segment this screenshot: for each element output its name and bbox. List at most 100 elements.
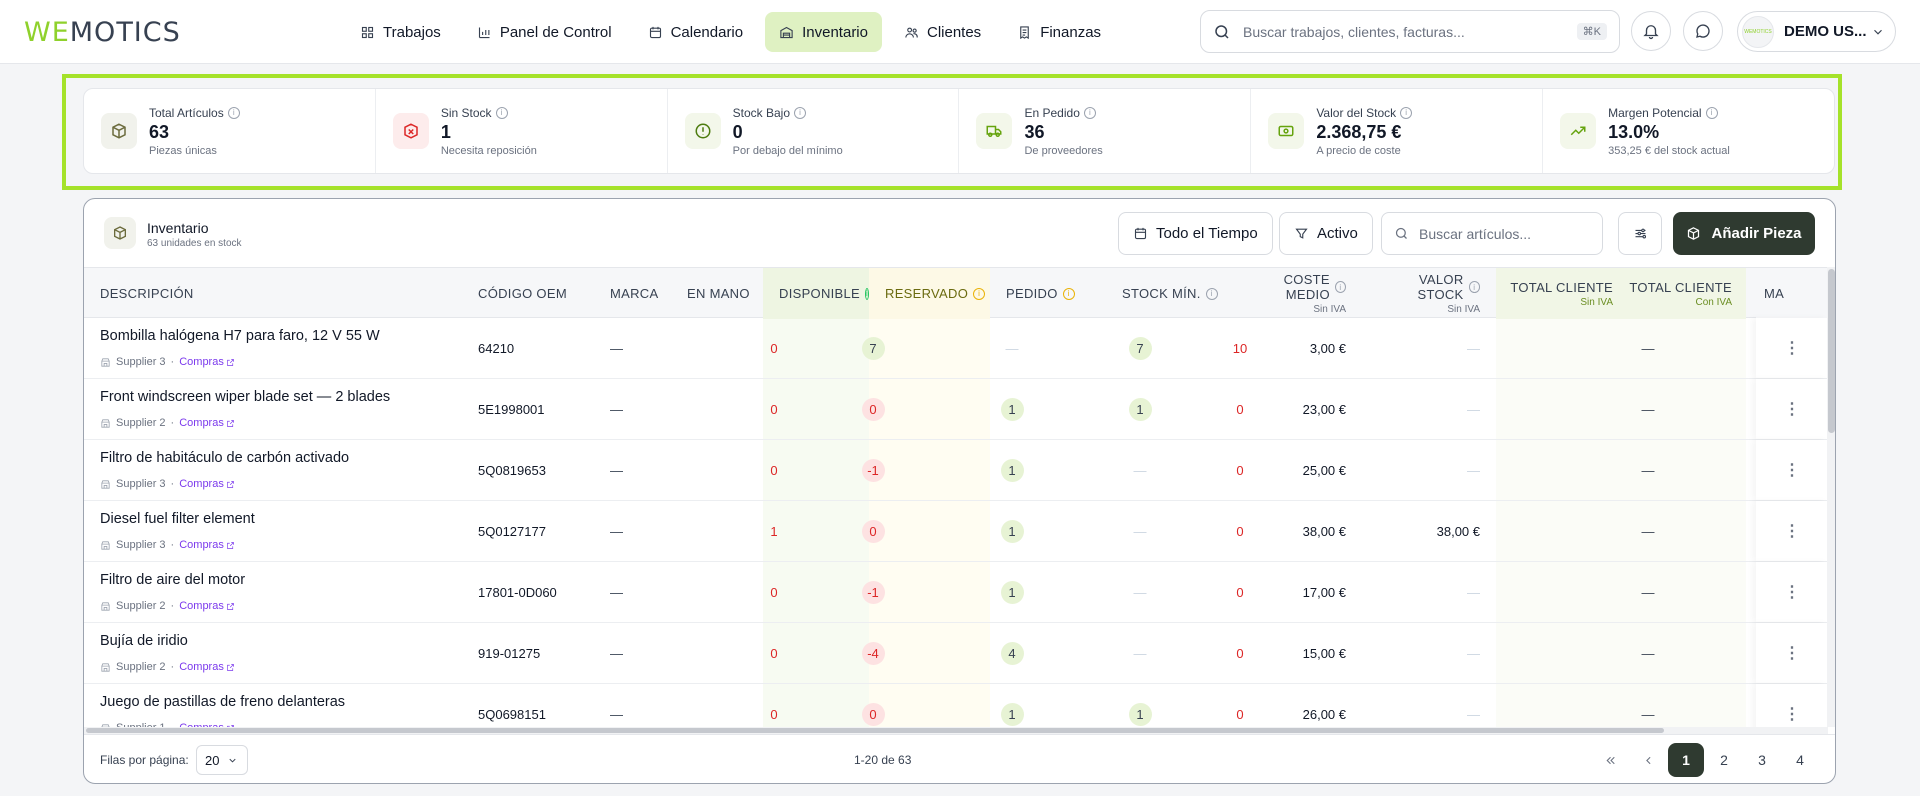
page-button[interactable]: 2 [1720,752,1728,768]
item-search-input[interactable]: Buscar artículos... [1381,212,1603,255]
reserved-badge: 1 [1000,397,1024,421]
purchases-link-label: Compras [179,661,224,673]
purchases-link[interactable]: Compras [179,539,235,551]
col-header-brand[interactable]: MARCA [610,286,659,301]
table-row[interactable]: Juego de pastillas de freno delanteras Su… [84,684,1828,727]
table-row[interactable]: Diesel fuel filter element Supplier 3 · Com… [84,501,1828,562]
item-description[interactable]: Filtro de aire del motor [100,572,246,588]
purchases-link[interactable]: Compras [179,600,235,612]
info-icon[interactable]: i [1083,106,1096,119]
col-header-more[interactable]: MA [1756,268,1828,319]
bell-icon [1643,25,1659,40]
supplier-name: Supplier 2 [116,661,166,673]
user-menu-button[interactable]: WEMOTICS DEMO US... [1737,11,1896,52]
more-options-icon[interactable]: ⋮ [1784,645,1800,662]
vertical-scrollbar[interactable] [1827,267,1835,727]
info-icon[interactable]: i [1468,281,1480,293]
stock-value: — [1467,340,1480,356]
col-header-avgcost[interactable]: COSTE MEDIO i Sin IVA [1283,272,1346,315]
table-row[interactable]: Bujía de iridio Supplier 2 · Compras 919-012… [84,623,1828,684]
next-page-button[interactable] [1820,743,1835,777]
reserved-badge: 1 [1000,519,1024,543]
col-header-reserved[interactable]: RESERVADO i [869,268,990,319]
nav-item-calendario[interactable]: Calendario [634,12,758,52]
nav-item-clientes[interactable]: Clientes [890,12,995,52]
add-part-button[interactable]: Añadir Pieza [1673,212,1815,255]
more-options-icon[interactable]: ⋮ [1784,523,1800,540]
purchases-link[interactable]: Compras [179,661,235,673]
prev-page-button[interactable] [1630,743,1666,777]
box-icon [104,217,136,249]
page-button[interactable]: 4 [1796,752,1804,768]
more-options-icon[interactable]: ⋮ [1784,462,1800,479]
nav-item-inventario[interactable]: Inventario [765,12,882,52]
separator-dot: · [170,356,175,368]
info-icon[interactable]: i [1705,106,1718,119]
info-icon[interactable]: i [794,106,807,119]
more-options-icon[interactable]: ⋮ [1784,401,1800,418]
table-row[interactable]: Filtro de aire del motor Supplier 2 · Compr… [84,562,1828,623]
global-search[interactable]: Buscar trabajos, clientes, facturas... ⌘… [1200,10,1620,53]
notifications-button[interactable] [1631,11,1671,51]
table-row[interactable]: Bombilla halógena H7 para faro, 12 V 55 … [84,318,1828,379]
first-page-button[interactable] [1592,743,1628,777]
stat-label: Total Artículos [149,105,224,120]
info-icon[interactable]: i [1400,106,1413,119]
box-icon [112,123,126,139]
more-options-icon[interactable]: ⋮ [1784,706,1800,723]
table-row[interactable]: Front windscreen wiper blade set — 2 bla… [84,379,1828,440]
col-header-description[interactable]: DESCRIPCIÓN [100,286,194,301]
stat-value: 1 [440,121,451,142]
item-description[interactable]: Bujía de iridio [100,633,188,649]
banknote-icon [1268,113,1305,149]
item-meta: Supplier 2 · Compras [100,417,235,429]
col-header-customer-total-net[interactable]: TOTAL CLIENTE Sin IVA [1496,268,1613,319]
avg-cost-value: 25,00 € [1302,462,1346,478]
available-badge: 7 [861,336,885,360]
more-options-icon[interactable]: ⋮ [1784,340,1800,357]
info-icon[interactable]: i [865,287,870,300]
page-button[interactable]: 1 [1668,743,1704,777]
nav-item-panel-de-control[interactable]: Panel de Control [463,12,626,52]
col-header-oem[interactable]: CÓDIGO OEM [478,286,567,301]
horizontal-scrollbar[interactable] [84,727,1828,734]
info-icon[interactable]: i [1334,281,1346,293]
nav-item-finanzas[interactable]: Finanzas [1003,12,1115,52]
col-header-customer-total-gross[interactable]: TOTAL CLIENTE Con IVA [1613,268,1746,319]
table-row[interactable]: Filtro de habitáculo de carbón activado S… [84,440,1828,501]
more-options-icon[interactable]: ⋮ [1784,584,1800,601]
col-header-onhand[interactable]: EN MANO [687,286,750,301]
purchases-link[interactable]: Compras [179,356,235,368]
col-header-stockvalue[interactable]: VALOR STOCK i Sin IVA [1417,272,1480,315]
stat-card: Margen Potencial i 13.0% 353,25 € del stock… [1543,89,1834,173]
onhand-value: 1 [770,523,778,539]
item-description[interactable]: Bombilla halógena H7 para faro, 12 V 55 … [100,328,380,344]
info-icon[interactable]: i [227,106,240,119]
col-header-available[interactable]: DISPONIBLE i [763,268,870,319]
wemotics-logo[interactable]: WE MOTICS [24,16,181,48]
time-filter-button[interactable]: Todo el Tiempo [1118,212,1273,255]
item-description[interactable]: Juego de pastillas de freno delanteras [100,694,346,710]
col-header-ordered[interactable]: PEDIDO i [1006,268,1075,319]
box-icon [1688,227,1700,240]
col-header-minstock[interactable]: STOCK MÍN. i [1122,268,1218,319]
status-filter-button[interactable]: Activo [1279,212,1373,255]
stat-subtitle: A precio de coste [1316,144,1401,157]
info-icon[interactable]: i [1062,287,1075,300]
purchases-link[interactable]: Compras [179,417,235,429]
info-icon[interactable]: i [495,106,508,119]
column-settings-button[interactable] [1618,212,1662,255]
stock-value: — [1467,584,1480,600]
nav-item-trabajos[interactable]: Trabajos [346,12,455,52]
page-button[interactable]: 3 [1758,752,1766,768]
item-description[interactable]: Filtro de habitáculo de carbón activado [100,450,350,466]
purchases-link[interactable]: Compras [179,478,235,490]
rows-per-page-select[interactable]: 20 [196,745,248,775]
item-description[interactable]: Front windscreen wiper blade set — 2 bla… [100,389,391,405]
purchases-link[interactable]: Compras [179,722,235,727]
info-icon[interactable]: i [1205,287,1218,300]
item-description[interactable]: Diesel fuel filter element [100,511,255,527]
info-icon[interactable]: i [973,287,986,300]
oem-code: 64210 [478,340,515,356]
messages-button[interactable] [1683,11,1723,51]
